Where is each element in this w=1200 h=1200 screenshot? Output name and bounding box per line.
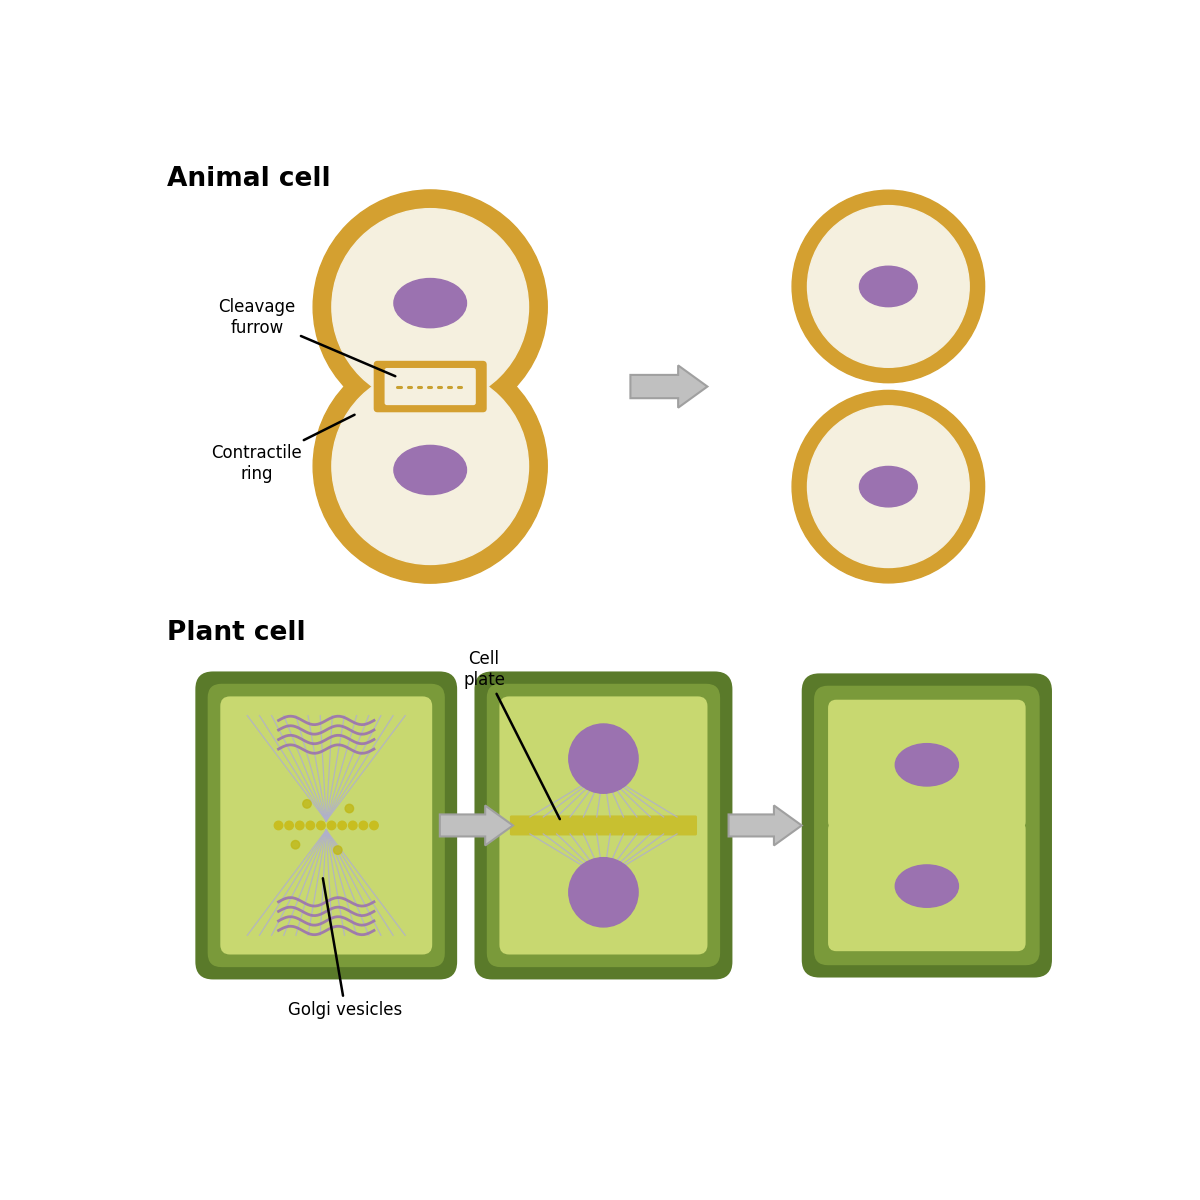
Text: Animal cell: Animal cell [167,166,330,192]
Circle shape [346,804,354,812]
Ellipse shape [895,744,959,786]
Circle shape [275,821,283,829]
FancyBboxPatch shape [802,673,1052,978]
FancyBboxPatch shape [828,700,1026,830]
Circle shape [306,821,314,829]
FancyBboxPatch shape [499,696,708,954]
Circle shape [317,821,325,829]
Circle shape [569,858,638,926]
Circle shape [792,390,985,583]
Circle shape [792,190,985,383]
Circle shape [808,205,970,367]
FancyBboxPatch shape [474,672,732,979]
Circle shape [334,846,342,854]
FancyBboxPatch shape [814,685,1039,965]
Ellipse shape [895,865,959,907]
FancyBboxPatch shape [828,821,1026,952]
Circle shape [338,821,347,829]
Polygon shape [440,805,512,846]
Circle shape [370,821,378,829]
Text: Plant cell: Plant cell [167,620,306,646]
Circle shape [332,368,528,564]
FancyBboxPatch shape [196,672,457,979]
Ellipse shape [859,266,917,307]
Circle shape [284,821,293,829]
Circle shape [332,209,528,406]
Circle shape [359,821,367,829]
Text: Contractile
ring: Contractile ring [211,415,354,482]
Polygon shape [630,365,708,408]
Text: Cell
plate: Cell plate [463,649,560,820]
Circle shape [292,840,300,848]
Circle shape [313,349,547,583]
Circle shape [302,799,311,808]
Text: Cleavage
furrow: Cleavage furrow [218,298,395,377]
Circle shape [569,724,638,793]
Circle shape [295,821,304,829]
Circle shape [348,821,358,829]
FancyBboxPatch shape [373,361,487,413]
FancyBboxPatch shape [208,684,445,967]
Circle shape [808,406,970,568]
Ellipse shape [394,445,467,494]
Circle shape [313,190,547,424]
Ellipse shape [394,278,467,328]
Circle shape [328,821,336,829]
FancyBboxPatch shape [384,368,476,406]
FancyBboxPatch shape [221,696,432,954]
Ellipse shape [859,467,917,506]
FancyBboxPatch shape [487,684,720,967]
FancyBboxPatch shape [510,816,697,835]
Text: Golgi vesicles: Golgi vesicles [288,878,403,1019]
Polygon shape [728,805,802,846]
